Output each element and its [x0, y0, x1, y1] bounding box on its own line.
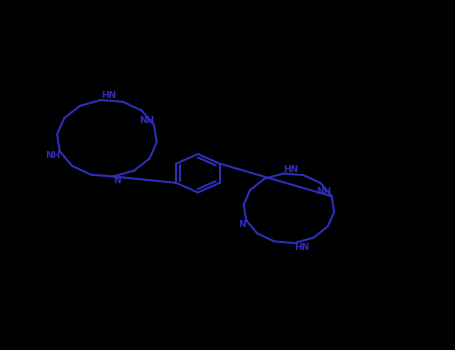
- Text: HN: HN: [294, 243, 310, 252]
- Text: NH: NH: [316, 187, 332, 196]
- Text: NH: NH: [139, 116, 154, 125]
- Text: HN: HN: [283, 164, 298, 174]
- Text: NH: NH: [45, 152, 60, 160]
- Text: N: N: [238, 220, 246, 229]
- Text: HN: HN: [101, 91, 116, 100]
- Text: N: N: [113, 176, 121, 186]
